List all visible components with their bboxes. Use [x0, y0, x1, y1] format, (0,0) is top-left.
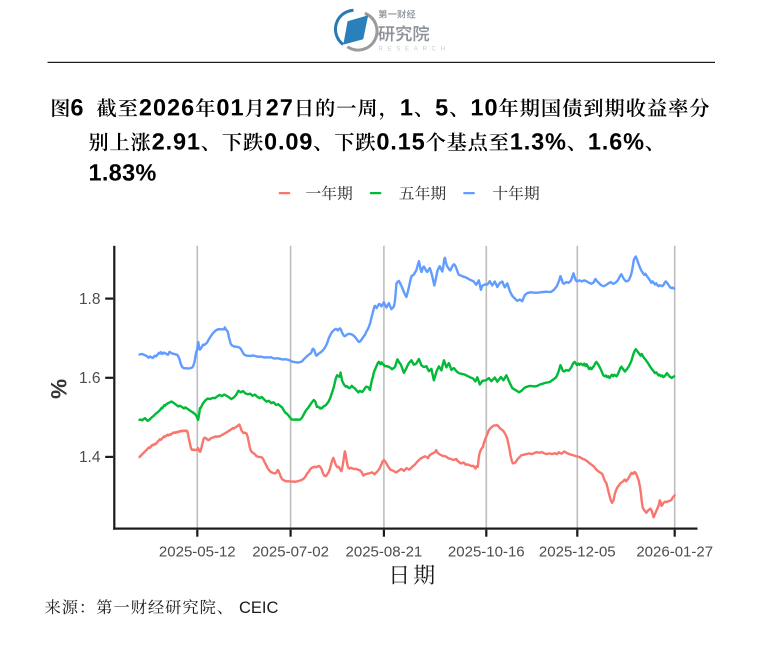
svg-text:1.4: 1.4	[79, 449, 101, 466]
svg-text:CEIC: CEIC	[239, 599, 279, 617]
svg-text:2026-01-27: 2026-01-27	[636, 544, 713, 561]
svg-text:%: %	[46, 379, 71, 399]
svg-text:1.8: 1.8	[79, 291, 101, 308]
svg-text:2025-10-16: 2025-10-16	[448, 544, 525, 561]
svg-text:1.6: 1.6	[79, 370, 101, 387]
svg-text:RESEARCH: RESEARCH	[379, 46, 450, 53]
svg-text:2025-05-12: 2025-05-12	[159, 544, 236, 561]
svg-text:2025-07-02: 2025-07-02	[252, 544, 329, 561]
svg-text:2025-12-05: 2025-12-05	[539, 544, 616, 561]
svg-text:2025-08-21: 2025-08-21	[346, 544, 423, 561]
